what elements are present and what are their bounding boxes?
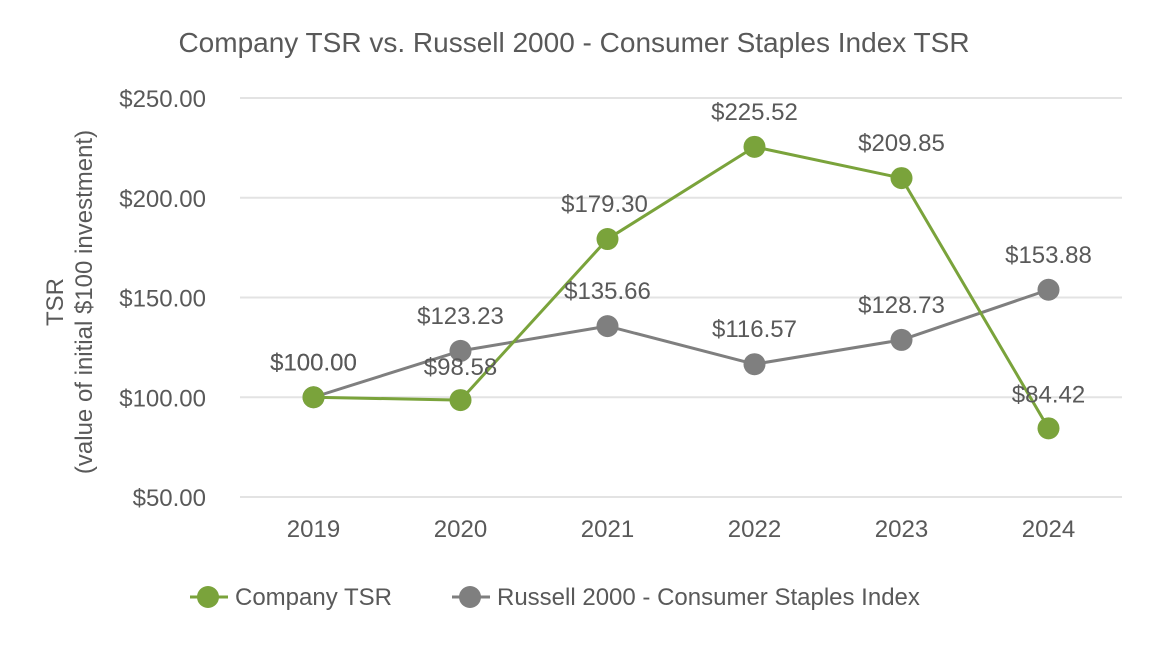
chart-title: Company TSR vs. Russell 2000 - Consumer …: [178, 27, 969, 58]
x-tick-label: 2020: [434, 516, 487, 543]
series-russell-2000-index: [302, 278, 1060, 409]
data-label: $179.30: [561, 191, 648, 218]
x-axis: 2019 2020 2021 2022 2023 2024: [287, 516, 1075, 543]
series-line: [313, 288, 1049, 399]
data-point: [743, 135, 766, 158]
y-axis-label-line1: TSR: [42, 278, 69, 326]
legend-label: Company TSR: [235, 584, 392, 611]
legend-item-russell-2000-index: Russell 2000 - Consumer Staples Index: [452, 584, 920, 611]
x-tick-label: 2024: [1022, 516, 1075, 543]
data-label: $135.66: [564, 278, 651, 305]
data-label: $98.58: [424, 354, 497, 381]
legend-marker: [197, 586, 219, 608]
data-point: [449, 339, 472, 362]
data-label: $128.73: [858, 292, 945, 319]
data-label: $209.85: [858, 130, 945, 157]
y-axis-label-line2: (value of initial $100 investment): [71, 130, 98, 474]
data-point: [743, 353, 766, 376]
legend: Company TSR Russell 2000 - Consumer Stapl…: [190, 584, 920, 611]
data-point: [449, 389, 472, 412]
data-label: $225.52: [711, 99, 798, 126]
legend-label: Russell 2000 - Consumer Staples Index: [497, 584, 920, 611]
data-label: $84.42: [1012, 381, 1085, 408]
data-label: $153.88: [1005, 242, 1092, 269]
data-label: $100.00: [270, 349, 357, 376]
data-point: [1037, 278, 1060, 301]
legend-marker: [459, 586, 481, 608]
data-point: [890, 167, 913, 190]
y-tick-label: $50.00: [133, 485, 206, 512]
y-tick-label: $250.00: [119, 86, 206, 113]
plot-area: $100.00 $123.23 $135.66 $116.57 $128.73 $153.…: [270, 99, 1092, 440]
x-tick-label: 2019: [287, 516, 340, 543]
data-point: [1037, 417, 1060, 440]
data-label: $123.23: [417, 303, 504, 330]
x-tick-label: 2023: [875, 516, 928, 543]
y-axis: $50.00 $100.00 $150.00 $200.00 $250.00: [119, 86, 206, 512]
data-point: [596, 315, 619, 338]
legend-item-company-tsr: Company TSR: [190, 584, 392, 611]
data-point: [890, 328, 913, 351]
y-tick-label: $200.00: [119, 186, 206, 213]
y-tick-label: $150.00: [119, 286, 206, 313]
x-tick-label: 2021: [581, 516, 634, 543]
data-point: [302, 386, 325, 409]
x-tick-label: 2022: [728, 516, 781, 543]
data-point: [596, 228, 619, 251]
series-line: [313, 145, 1050, 430]
data-label: $100.00: [270, 349, 357, 376]
series-company-tsr: [302, 135, 1060, 440]
y-axis-label: TSR (value of initial $100 investment): [42, 130, 98, 474]
data-label: $116.57: [712, 316, 797, 343]
gridlines: [240, 97, 1122, 498]
y-tick-label: $100.00: [119, 385, 206, 412]
